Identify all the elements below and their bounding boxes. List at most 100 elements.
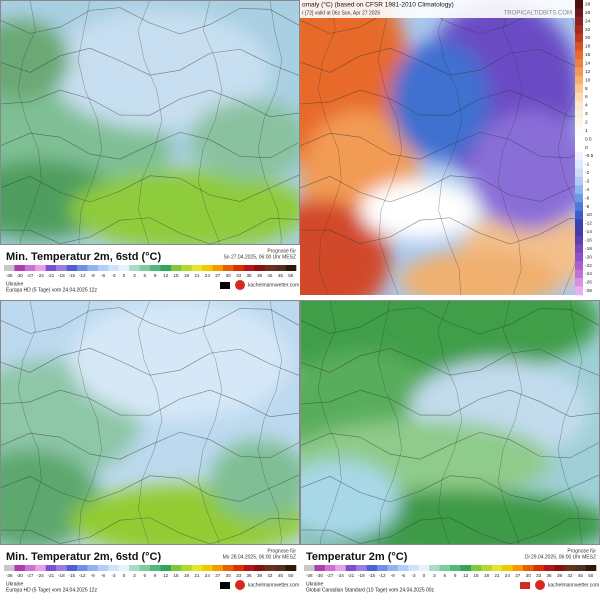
temperature-area xyxy=(190,100,300,180)
colorbar-label: 27 xyxy=(215,273,221,278)
colorbar-segment xyxy=(233,265,245,271)
colorbar-label: -8 xyxy=(585,204,590,210)
border-line xyxy=(0,89,300,117)
border-line xyxy=(300,47,575,76)
colorbar-label: -30 xyxy=(316,573,323,578)
colorbar-segment xyxy=(575,101,583,110)
border-line xyxy=(317,0,342,295)
weather-map xyxy=(300,300,600,545)
border-line xyxy=(377,300,402,545)
border-line xyxy=(300,474,600,503)
colorbar-label: 30 xyxy=(226,273,232,278)
colorbar-segment xyxy=(97,265,109,271)
colorbar-segment xyxy=(575,210,583,220)
colorbar-segment xyxy=(575,252,583,262)
colorbar-segment xyxy=(575,84,583,94)
colorbar-label: -3 xyxy=(411,573,416,578)
colorbar-segment xyxy=(66,265,78,271)
colorbar-segment xyxy=(575,42,583,51)
colorbar-segment xyxy=(243,265,255,271)
colorbar-segment xyxy=(254,565,266,571)
border-line xyxy=(0,347,300,377)
flag-icon xyxy=(220,582,230,589)
colorbar-label: 28 xyxy=(585,1,591,7)
temperature-area xyxy=(50,10,270,130)
colorbar-label: 2 xyxy=(585,119,588,125)
weather-map xyxy=(300,0,575,295)
colorbar-segment xyxy=(575,25,583,35)
colorbar-label: 0 xyxy=(423,573,426,578)
forecast-time: Di 29.04.2025, 06:00 Uhr MESZ xyxy=(525,554,596,560)
border-line xyxy=(0,307,300,335)
brand-logo xyxy=(535,580,545,590)
temperature-area xyxy=(360,180,480,240)
colorbar-segment xyxy=(575,193,583,203)
forecast-label: Prognose für xyxy=(267,548,296,554)
colorbar-segment xyxy=(575,244,583,254)
temperature-area xyxy=(210,440,300,520)
colorbar-segment xyxy=(14,565,26,571)
colorbar-segment xyxy=(523,565,534,571)
colorbar-label: 24 xyxy=(505,573,511,578)
colorbar-segment xyxy=(35,265,47,271)
border-line xyxy=(0,474,300,503)
border-line xyxy=(0,431,300,460)
colorbar-segment xyxy=(575,286,583,296)
anomaly-subtitle: r [72] valid at 06z Sun, Apr 27 2025 xyxy=(302,10,380,16)
colorbar-label: 50 xyxy=(288,573,294,578)
colorbar-segment xyxy=(243,565,255,571)
colorbar-segment xyxy=(575,219,583,228)
colorbar-segment xyxy=(585,565,597,571)
colorbar-label: -22 xyxy=(585,263,592,269)
colorbar-label: -36 xyxy=(6,273,13,278)
colorbar-segment xyxy=(87,265,99,271)
colorbar-segment xyxy=(314,565,326,571)
colorbar-segment xyxy=(575,67,583,77)
temperature-area xyxy=(470,110,575,230)
colorbar-segment xyxy=(575,118,583,127)
colorbar-label: 24 xyxy=(585,18,591,24)
colorbar-segment xyxy=(575,269,583,279)
map-legend: Min. Temperatur 2m, 6std (°C) Prognose fü… xyxy=(0,545,300,608)
model-label: Europa HD (5 Tage) vom 24.04.2025 12z xyxy=(6,587,98,593)
colorbar-label: 8 xyxy=(585,86,588,92)
colorbar-label: 21 xyxy=(494,573,500,578)
colorbar-label: -28 xyxy=(585,288,592,294)
colorbar-label: 15 xyxy=(174,273,180,278)
colorbar-label: 50 xyxy=(588,573,594,578)
colorbar-label: -18 xyxy=(58,573,65,578)
border-line xyxy=(257,300,283,545)
border-line xyxy=(0,517,300,545)
colorbar-label: -24 xyxy=(37,273,44,278)
colorbar-segment xyxy=(223,565,234,571)
border-line xyxy=(300,175,575,203)
colorbar-segment xyxy=(24,265,36,271)
border-line xyxy=(77,300,102,545)
colorbar-segment xyxy=(129,265,140,271)
colorbar-label: 18 xyxy=(184,273,190,278)
colorbar-label: -18 xyxy=(358,573,365,578)
colorbar-label: 1 xyxy=(585,128,588,134)
border-line xyxy=(0,389,300,417)
map-field xyxy=(0,300,300,545)
map-title: Temperatur 2m (°C) xyxy=(306,551,408,563)
border-line xyxy=(300,131,575,160)
region-label: Ukraine xyxy=(306,581,323,587)
colorbar-label: 33 xyxy=(536,573,542,578)
colorbar-label: -16 xyxy=(585,237,592,243)
colorbar-label: 33 xyxy=(236,573,242,578)
colorbar-segment xyxy=(14,265,26,271)
colorbar-segment xyxy=(418,565,430,571)
colorbar-segment xyxy=(575,202,583,212)
colorbar-segment xyxy=(575,565,586,571)
colorbar-label: -36 xyxy=(306,573,313,578)
colorbar-segment xyxy=(87,565,99,571)
colorbar-label: 36 xyxy=(547,573,553,578)
colorbar-segment xyxy=(575,59,583,68)
colorbar-segment xyxy=(56,565,67,571)
colorbar-label: 21 xyxy=(194,273,200,278)
colorbar-segment xyxy=(202,265,213,271)
colorbar-segment xyxy=(129,565,140,571)
colorbar-segment xyxy=(575,151,583,161)
